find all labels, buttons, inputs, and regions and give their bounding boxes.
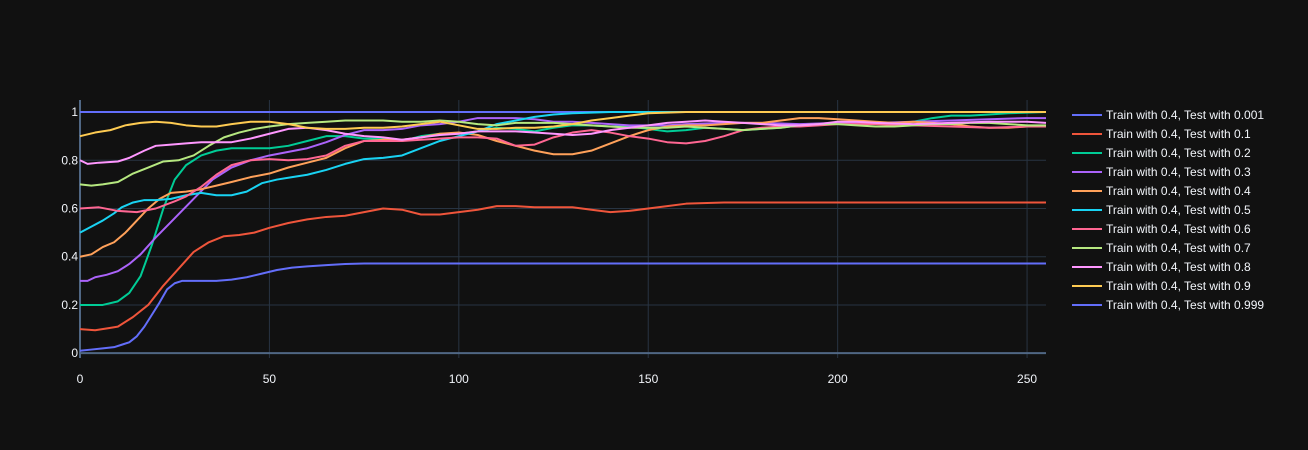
series-lines	[79, 111, 1047, 352]
legend-label: Train with 0.4, Test with 0.6	[1106, 222, 1251, 236]
legend-item-3[interactable]: Train with 0.4, Test with 0.3	[1072, 165, 1251, 179]
series-line-7	[79, 119, 1046, 187]
y-axis-ticks: 0 0.2 0.4 0.6 0.8 1	[61, 105, 78, 360]
legend-label: Train with 0.4, Test with 0.2	[1106, 146, 1251, 160]
zero-lines	[79, 100, 1046, 358]
x-tick-label: 200	[828, 372, 848, 386]
x-tick-label: 250	[1017, 372, 1037, 386]
y-tick-label: 0.8	[61, 153, 78, 167]
legend-item-8[interactable]: Train with 0.4, Test with 0.8	[1072, 260, 1251, 274]
series-line-10	[79, 262, 1046, 352]
x-axis-ticks: 0 50 100 150 200 250	[77, 372, 1038, 386]
legend-item-4[interactable]: Train with 0.4, Test with 0.4	[1072, 184, 1251, 198]
legend-label: Train with 0.4, Test with 0.7	[1106, 241, 1251, 255]
y-tick-label: 0.2	[61, 298, 78, 312]
legend-item-7[interactable]: Train with 0.4, Test with 0.7	[1072, 241, 1251, 255]
x-tick-label: 50	[263, 372, 277, 386]
series-line-1	[79, 201, 1046, 332]
y-tick-label: 0.6	[61, 202, 78, 216]
legend-item-5[interactable]: Train with 0.4, Test with 0.5	[1072, 203, 1251, 217]
legend-item-6[interactable]: Train with 0.4, Test with 0.6	[1072, 222, 1251, 236]
series-line-5	[79, 111, 1046, 234]
x-tick-label: 150	[638, 372, 658, 386]
legend-item-10[interactable]: Train with 0.4, Test with 0.999	[1072, 298, 1264, 312]
legend[interactable]: Train with 0.4, Test with 0.001 Train wit…	[1072, 108, 1264, 312]
legend-item-0[interactable]: Train with 0.4, Test with 0.001	[1072, 108, 1264, 122]
series-line-4	[79, 117, 1046, 258]
legend-item-2[interactable]: Train with 0.4, Test with 0.2	[1072, 146, 1251, 160]
y-tick-label: 0	[71, 346, 78, 360]
legend-label: Train with 0.4, Test with 0.4	[1106, 184, 1251, 198]
legend-label: Train with 0.4, Test with 0.8	[1106, 260, 1251, 274]
series-line-9	[79, 111, 1046, 138]
series-line-8	[79, 119, 1047, 165]
x-tick-label: 100	[449, 372, 469, 386]
y-tick-label: 0.4	[61, 250, 78, 264]
series-line-6	[79, 123, 1046, 214]
legend-label: Train with 0.4, Test with 0.3	[1106, 165, 1251, 179]
legend-label: Train with 0.4, Test with 0.999	[1106, 298, 1264, 312]
legend-label: Train with 0.4, Test with 0.1	[1106, 127, 1251, 141]
x-tick-label: 0	[77, 372, 84, 386]
legend-label: Train with 0.4, Test with 0.001	[1106, 108, 1264, 122]
legend-label: Train with 0.4, Test with 0.5	[1106, 203, 1251, 217]
y-tick-label: 1	[71, 105, 78, 119]
legend-item-9[interactable]: Train with 0.4, Test with 0.9	[1072, 279, 1251, 293]
legend-label: Train with 0.4, Test with 0.9	[1106, 279, 1251, 293]
legend-item-1[interactable]: Train with 0.4, Test with 0.1	[1072, 127, 1251, 141]
